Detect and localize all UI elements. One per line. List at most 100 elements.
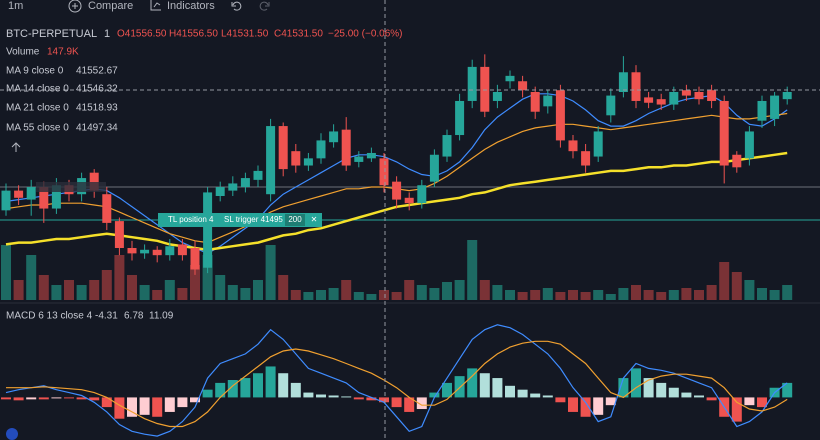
- volume-bar: [303, 292, 314, 300]
- volume-title: Volume: [6, 47, 40, 58]
- ma-legend-name: MA 21 close 0: [6, 103, 69, 114]
- volume-bar: [593, 290, 604, 300]
- macd-histogram-bar: [593, 397, 604, 415]
- candle-body: [732, 154, 742, 168]
- volume-bar: [13, 280, 24, 300]
- volume-bar: [64, 280, 74, 300]
- candle-body: [102, 194, 112, 223]
- volume-bar: [681, 288, 692, 300]
- volume-bar: [555, 292, 566, 300]
- volume-bar: [278, 275, 289, 300]
- candle-body: [417, 185, 427, 204]
- candle-body: [203, 192, 213, 268]
- ma-legend-value: 41497.34: [76, 123, 118, 134]
- toolbar: 1m Compare Indicators: [8, 0, 270, 13]
- volume-bar: [353, 292, 364, 300]
- redo-button[interactable]: [259, 1, 270, 11]
- candle-body: [329, 131, 339, 143]
- volume-bar: [51, 285, 62, 300]
- macd-histogram-bar: [227, 380, 238, 398]
- macd-histogram-bar: [782, 382, 793, 398]
- volume-bar: [782, 285, 793, 300]
- ohlc-close: C41531.50: [274, 29, 323, 40]
- ma-legend-value: 41518.93: [76, 103, 118, 114]
- undo-button[interactable]: [231, 1, 242, 11]
- volume-value: 147.9K: [47, 47, 79, 58]
- volume-bar: [215, 275, 226, 300]
- volume-bar: [101, 270, 112, 300]
- volume-bar: [542, 288, 553, 300]
- volume-bar: [139, 285, 150, 300]
- candle-body: [177, 244, 187, 256]
- macd-histogram-bar: [328, 395, 339, 398]
- macd-histogram-bar: [542, 395, 553, 398]
- candle-body: [51, 185, 61, 209]
- candle-body: [379, 158, 389, 186]
- order-overlay: TL position 4 SL trigger 41495 200 ✕: [36, 182, 322, 227]
- candle-body: [555, 90, 565, 141]
- macd-histogram-bar: [656, 382, 667, 398]
- macd-histogram-bar: [618, 378, 629, 398]
- candle-body: [455, 100, 465, 136]
- macd-histogram-bar: [379, 397, 389, 403]
- volume-bar: [190, 265, 200, 300]
- macd-histogram-bar: [202, 389, 213, 398]
- volume-bar: [127, 275, 137, 300]
- indicators-button[interactable]: Indicators: [167, 0, 215, 12]
- compare-button[interactable]: Compare: [88, 0, 133, 12]
- volume-bar: [517, 292, 528, 300]
- compare-plus: [72, 3, 78, 9]
- macd-histogram-bar: [177, 397, 188, 408]
- macd-pane: [1, 324, 793, 437]
- volume-bar: [265, 245, 276, 300]
- macd-histogram-bar: [353, 397, 364, 400]
- macd-histogram-bar: [479, 373, 490, 398]
- candle-body: [480, 66, 490, 112]
- candle-body: [127, 248, 137, 254]
- candle-body: [215, 187, 225, 196]
- volume-bar: [731, 272, 742, 300]
- candle-body: [114, 221, 124, 248]
- candle-body: [442, 135, 452, 157]
- candle-body: [505, 75, 515, 82]
- interval-button[interactable]: 1m: [8, 0, 23, 12]
- candle-body: [593, 131, 603, 157]
- candle-body: [757, 100, 767, 121]
- symbol: BTC-PERPETUAL: [6, 28, 97, 40]
- macd-histogram-bar: [404, 397, 415, 412]
- scroll-up-icon[interactable]: [11, 142, 21, 152]
- volume-bar: [744, 280, 755, 300]
- volume-bar: [379, 290, 389, 300]
- indicators-icon[interactable]: [150, 0, 161, 11]
- volume-bar: [605, 294, 616, 300]
- volume-bar: [530, 290, 541, 300]
- ma-legend-name: MA 9 close 0: [6, 66, 64, 77]
- candle-body: [228, 183, 238, 191]
- volume-bar: [416, 285, 427, 300]
- volume-bar: [290, 290, 301, 300]
- compare-icon[interactable]: [68, 0, 82, 13]
- macd-histogram-bar: [316, 394, 326, 398]
- ohlc-change: −25.00 (−0.06%): [328, 29, 403, 40]
- candle-body: [581, 151, 591, 166]
- candle-body: [770, 95, 780, 119]
- candle-body: [782, 92, 792, 100]
- volume-bar: [618, 288, 629, 300]
- candle-body: [707, 90, 717, 101]
- macd-histogram-bar: [694, 395, 704, 398]
- order-tag[interactable]: [158, 213, 322, 227]
- volume-bar: [694, 290, 704, 300]
- order-close[interactable]: ✕: [311, 215, 318, 224]
- volume-bar: [631, 285, 641, 300]
- candle-body: [152, 249, 162, 256]
- candle-body: [303, 158, 313, 166]
- macd-histogram-bar: [76, 397, 87, 400]
- volume-bar: [164, 280, 175, 300]
- order-quantity[interactable]: 200: [288, 215, 302, 224]
- macd-histogram-bar: [341, 396, 352, 398]
- candle-body: [656, 99, 666, 105]
- ma-legend-value: 41552.67: [76, 66, 118, 77]
- candle-body: [606, 95, 616, 116]
- volume-bar: [227, 285, 238, 300]
- macd-histogram-bar: [555, 397, 566, 403]
